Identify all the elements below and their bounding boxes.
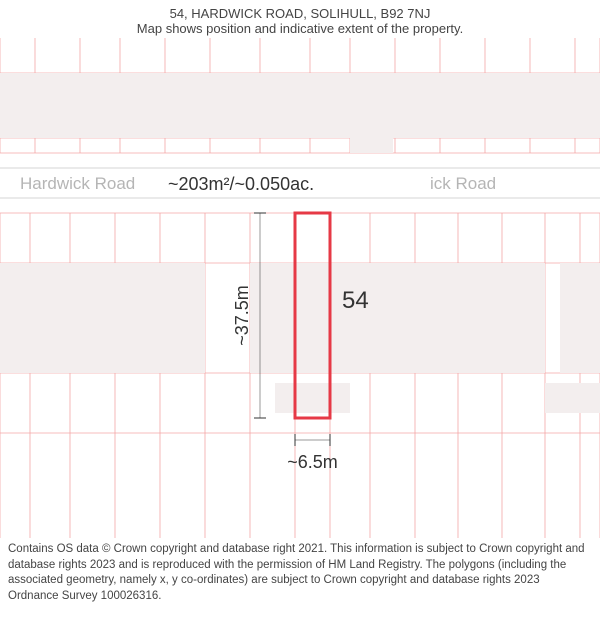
svg-text:ick Road: ick Road (430, 174, 496, 193)
subtitle: Map shows position and indicative extent… (10, 21, 590, 36)
svg-text:54: 54 (342, 287, 369, 314)
upper-buildings (0, 73, 600, 153)
svg-text:~203m²/~0.050ac.: ~203m²/~0.050ac. (168, 174, 314, 194)
address-title: 54, HARDWICK ROAD, SOLIHULL, B92 7NJ (10, 6, 590, 21)
svg-text:~37.5m: ~37.5m (232, 285, 252, 346)
svg-text:~6.5m: ~6.5m (287, 452, 338, 472)
lower-buildings (0, 263, 600, 413)
lower-parcel-lines (0, 213, 600, 538)
copyright-footer: Contains OS data © Crown copyright and d… (0, 538, 600, 612)
header: 54, HARDWICK ROAD, SOLIHULL, B92 7NJ Map… (0, 0, 600, 38)
map-container: Hardwick Road ick Road ~203m²/~0.050ac. 54 ~… (0, 38, 600, 538)
property-map: Hardwick Road ick Road ~203m²/~0.050ac. 54 ~… (0, 38, 600, 538)
svg-text:Hardwick Road: Hardwick Road (20, 174, 135, 193)
